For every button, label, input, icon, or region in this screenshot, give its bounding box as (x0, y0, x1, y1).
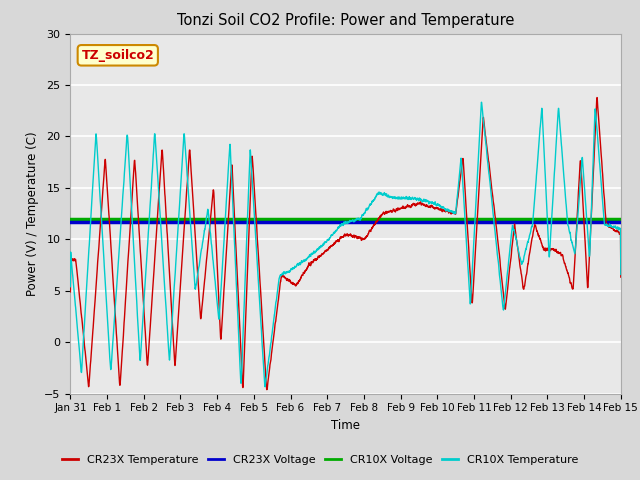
X-axis label: Time: Time (331, 419, 360, 432)
Text: TZ_soilco2: TZ_soilco2 (81, 49, 154, 62)
Legend: CR23X Temperature, CR23X Voltage, CR10X Voltage, CR10X Temperature: CR23X Temperature, CR23X Voltage, CR10X … (57, 451, 583, 469)
Y-axis label: Power (V) / Temperature (C): Power (V) / Temperature (C) (26, 132, 39, 296)
Title: Tonzi Soil CO2 Profile: Power and Temperature: Tonzi Soil CO2 Profile: Power and Temper… (177, 13, 515, 28)
